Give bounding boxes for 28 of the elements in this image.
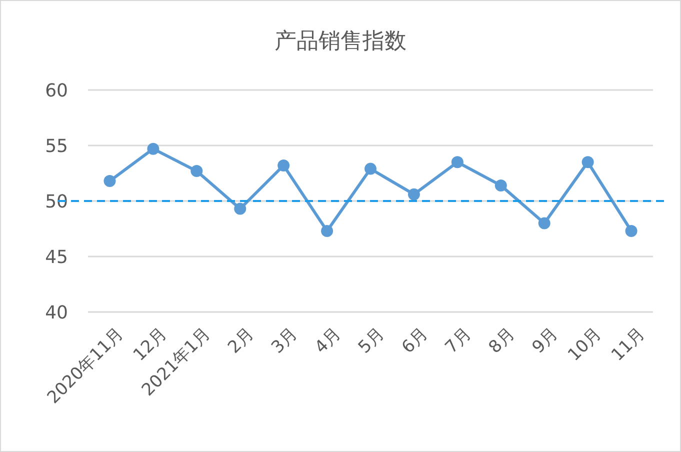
x-tick-label: 9月 [528, 324, 562, 358]
x-tick-label: 10月 [564, 324, 606, 366]
point [538, 217, 550, 230]
point [364, 162, 376, 175]
x-tick-label: 4月 [311, 324, 345, 358]
x-tick-label: 8月 [485, 324, 519, 358]
x-tick-label: 2月 [224, 324, 258, 358]
x-tick-label: 7月 [442, 324, 476, 358]
point [234, 202, 246, 215]
point [278, 159, 290, 172]
x-tick-label: 3月 [268, 324, 302, 358]
point [190, 165, 203, 178]
y-tick-label: 45 [45, 246, 68, 268]
y-tick-label: 55 [45, 136, 68, 157]
x-tick-label: 6月 [398, 324, 432, 358]
point [582, 156, 594, 168]
y-tick-label: 60 [45, 80, 68, 102]
point [451, 156, 464, 168]
point [321, 224, 334, 237]
point [104, 175, 116, 188]
chart-title: 产品销售指数 [274, 29, 406, 54]
y-tick-label: 40 [45, 302, 68, 324]
point [494, 179, 507, 192]
x-tick-label: 5月 [354, 324, 388, 358]
point [147, 142, 160, 155]
point [408, 188, 420, 200]
point [625, 224, 638, 237]
x-tick-label: 11月 [608, 324, 650, 366]
